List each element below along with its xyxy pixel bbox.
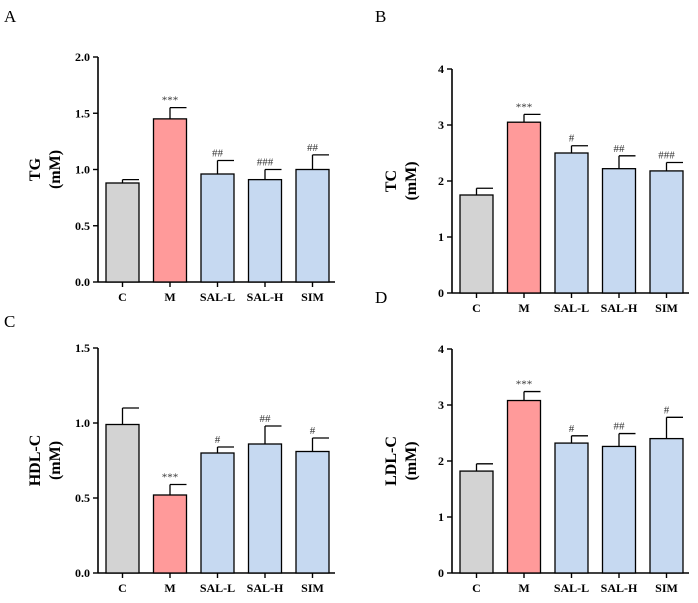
panel-letter: D [375,288,387,307]
x-tick-label: C [118,290,127,304]
bar-sal-h [247,443,283,574]
bar-sal-h [601,445,637,574]
y-tick-label: 1 [438,230,444,244]
bar-m [506,121,542,294]
y-tick-label: 3 [438,118,444,132]
y-axis-label: TG [27,157,44,181]
y-tick-label: 4 [438,342,444,356]
panel-letter: B [375,7,386,26]
y-tick-label: 0.0 [75,566,90,580]
significance-mark: ## [260,413,272,425]
significance-mark: # [569,133,575,145]
bar-m [152,494,188,574]
y-tick-label: 0.0 [75,275,90,289]
chart-panel-d: D 0 1 2 3 4 LDL-C (mM) C *** M # SAL-L ## SAL-H # SIM [375,288,689,595]
significance-mark: *** [162,472,179,484]
x-tick-label: C [118,581,127,595]
y-tick-label: 0.5 [75,219,90,233]
y-tick-label: 1.5 [75,341,90,355]
x-tick-label: SAL-H [247,581,284,595]
significance-mark: ## [307,142,319,154]
y-tick-label: 4 [438,62,444,76]
bar-sim [649,437,684,574]
y-axis-unit: (mM) [403,161,420,200]
y-axis-label: HDL-C [27,435,44,487]
bar-c [459,470,494,574]
y-tick-label: 0.5 [75,491,90,505]
x-tick-label: SAL-L [554,301,589,315]
bar-m [152,118,188,283]
significance-mark: ## [614,421,626,433]
y-tick-label: 1.0 [75,416,90,430]
significance-mark: *** [516,379,533,391]
x-tick-label: SAL-L [200,581,235,595]
significance-mark: ## [614,143,626,155]
y-tick-label: 2 [438,174,444,188]
significance-mark: # [664,404,670,416]
x-tick-label: SIM [301,290,324,304]
y-axis-unit: (mM) [403,441,420,480]
chart-panel-a: A 0.0 0.5 1.0 1.5 2.0 TG (mM) C *** M ## SAL-L ### SAL… [4,7,335,304]
y-tick-label: 1 [438,510,444,524]
significance-mark: # [310,425,316,437]
significance-mark: # [569,423,575,435]
x-tick-label: SIM [301,581,324,595]
x-tick-label: SAL-H [601,301,638,315]
y-tick-label: 2.0 [75,50,90,64]
significance-mark: ## [212,148,224,160]
y-tick-label: 0 [438,286,444,300]
bar-sal-l [554,152,589,294]
bar-c [459,194,494,294]
x-tick-label: SAL-H [247,290,284,304]
bar-sal-l [554,442,589,574]
chart-panel-c: C 0.0 0.5 1.0 1.5 HDL-C (mM) C *** M # SAL-L ## SAL-H… [4,312,335,595]
x-tick-label: M [518,581,529,595]
y-tick-label: 1.0 [75,163,90,177]
y-tick-label: 2 [438,454,444,468]
significance-mark: ### [257,157,274,169]
bar-sal-h [247,178,283,283]
bar-c [105,182,140,283]
x-tick-label: M [518,301,529,315]
x-tick-label: SIM [655,581,678,595]
x-tick-label: C [472,581,481,595]
bar-m [506,399,542,574]
x-tick-label: C [472,301,481,315]
y-tick-label: 0 [438,566,444,580]
y-axis-label: TC [383,170,400,192]
y-axis-label: LDL-C [383,436,400,486]
bar-sim [295,450,330,574]
bar-sim [295,168,330,283]
y-tick-label: 1.5 [75,106,90,120]
bar-sim [649,170,684,294]
significance-mark: *** [162,95,179,107]
bar-sal-h [601,168,637,294]
x-tick-label: SAL-L [200,290,235,304]
bar-c [105,423,140,574]
panel-letter: C [4,312,15,331]
significance-mark: # [215,434,221,446]
bar-sal-l [200,173,235,283]
chart-panel-b: B 0 1 2 3 4 TC (mM) C *** M # SAL-L ## SAL-H ### SIM [375,7,689,315]
y-axis-unit: (mM) [47,441,64,480]
y-axis-unit: (mM) [47,150,64,189]
panel-letter: A [4,7,17,26]
bar-sal-l [200,452,235,574]
x-tick-label: SIM [655,301,678,315]
x-tick-label: SAL-L [554,581,589,595]
significance-mark: *** [516,101,533,113]
x-tick-label: SAL-H [601,581,638,595]
x-tick-label: M [164,581,175,595]
y-tick-label: 3 [438,398,444,412]
x-tick-label: M [164,290,175,304]
significance-mark: ### [658,150,675,162]
